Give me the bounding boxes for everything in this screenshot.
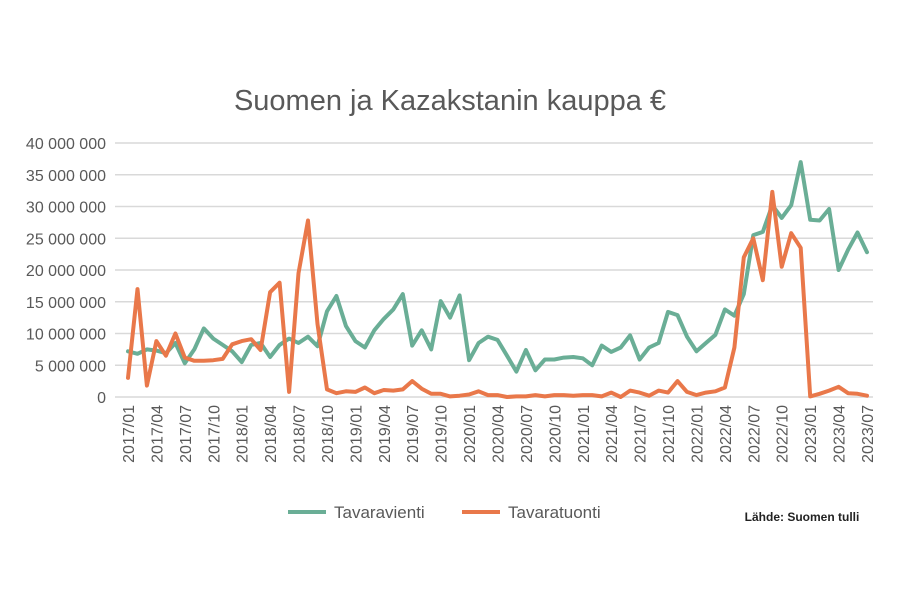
x-tick-label: 2022/01: [689, 405, 706, 463]
legend-label-tavaratuonti: Tavaratuonti: [508, 503, 601, 522]
x-tick-label: 2023/07: [860, 405, 877, 463]
y-tick-label: 40 000 000: [26, 136, 106, 153]
x-tick-label: 2023/01: [803, 405, 820, 463]
x-tick-label: 2021/04: [604, 405, 621, 463]
legend-label-tavaravienti: Tavaravienti: [334, 503, 425, 522]
x-tick-label: 2022/04: [718, 405, 735, 463]
x-tick-label: 2020/10: [547, 405, 564, 463]
y-tick-label: 10 000 000: [26, 327, 106, 344]
x-tick-label: 2017/04: [149, 405, 166, 463]
x-tick-label: 2021/10: [661, 405, 678, 463]
x-tick-label: 2023/04: [832, 405, 849, 463]
y-tick-label: 35 000 000: [26, 168, 106, 185]
x-tick-label: 2018/10: [320, 405, 337, 463]
source-note: Lähde: Suomen tulli: [745, 510, 860, 524]
x-tick-label: 2020/07: [519, 405, 536, 463]
y-tick-label: 15 000 000: [26, 295, 106, 312]
x-tick-label: 2017/07: [178, 405, 195, 463]
x-tick-label: 2018/04: [263, 405, 280, 463]
x-tick-label: 2019/01: [348, 405, 365, 463]
x-tick-label: 2018/01: [235, 405, 252, 463]
x-tick-label: 2018/07: [292, 405, 309, 463]
y-tick-label: 20 000 000: [26, 263, 106, 280]
x-tick-label: 2017/01: [121, 405, 138, 463]
y-tick-label: 25 000 000: [26, 231, 106, 248]
x-tick-label: 2019/10: [434, 405, 451, 463]
x-tick-label: 2022/07: [746, 405, 763, 463]
x-tick-label: 2022/10: [775, 405, 792, 463]
y-tick-label: 0: [97, 390, 106, 407]
x-tick-label: 2020/04: [491, 405, 508, 463]
chart-title: Suomen ja Kazakstanin kauppa €: [234, 85, 666, 117]
series-line-tavaratuonti: [126, 189, 869, 399]
x-tick-label: 2017/10: [206, 405, 223, 463]
y-tick-label: 30 000 000: [26, 200, 106, 217]
x-tick-label: 2019/04: [377, 405, 394, 463]
series-line-tavaravienti: [126, 160, 869, 374]
x-tick-label: 2021/07: [633, 405, 650, 463]
y-tick-label: 5 000 000: [35, 358, 106, 375]
x-tick-label: 2021/01: [576, 405, 593, 463]
x-tick-label: 2019/07: [405, 405, 422, 463]
x-tick-label: 2020/01: [462, 405, 479, 463]
